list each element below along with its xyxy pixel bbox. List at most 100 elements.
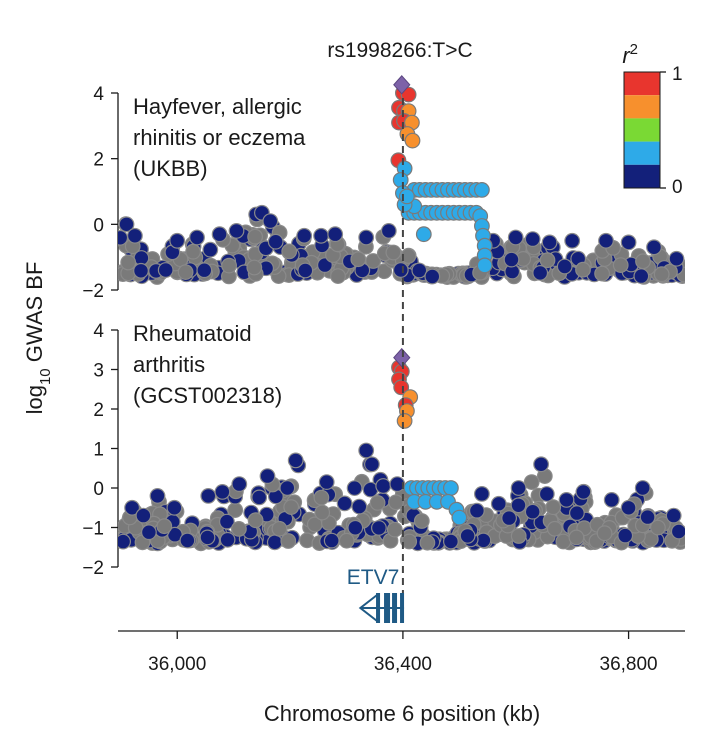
snp-point bbox=[296, 227, 313, 244]
snp-point bbox=[189, 229, 205, 246]
snp-point-high-ld bbox=[404, 132, 421, 149]
snp-point bbox=[271, 520, 288, 537]
snp-point bbox=[510, 480, 527, 496]
y-axis-label: log10 GWAS BF bbox=[22, 262, 54, 415]
colorbar-title: r2 bbox=[622, 41, 638, 68]
snp-point bbox=[336, 495, 353, 512]
snp-point bbox=[575, 261, 591, 278]
snp-point bbox=[556, 258, 573, 275]
snp-point bbox=[569, 505, 585, 521]
snp-point bbox=[149, 488, 166, 504]
snp-point bbox=[411, 262, 428, 279]
snp-point bbox=[490, 495, 507, 512]
snp-point bbox=[231, 476, 248, 493]
snp-point bbox=[118, 533, 131, 550]
snp-point bbox=[400, 248, 417, 264]
snp-point bbox=[185, 243, 202, 260]
snp-point bbox=[539, 252, 556, 269]
snp-point bbox=[555, 533, 572, 550]
snp-point bbox=[364, 456, 380, 473]
gene-exon bbox=[384, 593, 391, 623]
snp-point bbox=[524, 231, 541, 248]
snp-point bbox=[323, 532, 340, 549]
snp-point bbox=[369, 495, 386, 511]
snp-point bbox=[358, 442, 375, 459]
snp-point bbox=[169, 232, 186, 249]
snp-point bbox=[635, 253, 651, 270]
y-tick-label: −2 bbox=[82, 558, 104, 579]
snp-point bbox=[228, 222, 245, 239]
y-tick-label: 0 bbox=[93, 479, 104, 500]
snp-point bbox=[120, 254, 137, 271]
snp-point bbox=[634, 480, 651, 496]
snp-point-high-ld bbox=[392, 172, 409, 188]
chart-title: rs1998266:T>C bbox=[327, 39, 472, 62]
snp-point bbox=[124, 499, 141, 516]
snp-point bbox=[413, 513, 430, 529]
snp-point bbox=[247, 512, 264, 529]
snp-point bbox=[620, 234, 637, 251]
snp-point bbox=[267, 233, 284, 250]
snp-point bbox=[459, 528, 476, 544]
panel-title-line: Hayfever, allergic bbox=[133, 94, 302, 119]
gene-label-etv7: ETV7 bbox=[347, 566, 400, 589]
gene-track bbox=[358, 593, 405, 623]
colorbar-segment bbox=[624, 95, 660, 119]
snp-point bbox=[670, 523, 685, 540]
snp-point bbox=[177, 264, 194, 281]
snp-point bbox=[633, 268, 650, 285]
snp-point bbox=[474, 181, 490, 198]
snp-point bbox=[424, 268, 441, 285]
data-points bbox=[118, 359, 685, 552]
snp-point bbox=[510, 528, 527, 544]
r2-colorbar bbox=[623, 71, 666, 189]
x-axis-label: Chromosome 6 position (kb) bbox=[264, 701, 540, 726]
snp-point bbox=[617, 527, 634, 544]
colorbar-segment bbox=[624, 164, 660, 188]
snp-point bbox=[620, 499, 637, 516]
snp-point bbox=[179, 532, 196, 549]
snp-point bbox=[388, 494, 404, 511]
snp-point bbox=[318, 474, 335, 491]
gene-exon bbox=[392, 593, 398, 623]
snp-point bbox=[314, 504, 331, 521]
snp-point bbox=[347, 519, 364, 536]
snp-point bbox=[469, 502, 485, 519]
snp-point-high-ld bbox=[393, 379, 410, 396]
snp-point bbox=[214, 484, 231, 500]
snp-point bbox=[156, 518, 173, 535]
snp-point bbox=[612, 257, 629, 274]
panel-title-line: (UKBB) bbox=[133, 156, 208, 181]
snp-point bbox=[358, 229, 375, 246]
snp-point bbox=[280, 533, 297, 549]
snp-point bbox=[157, 262, 174, 278]
snp-point bbox=[196, 262, 213, 279]
x-tick-label: 36,800 bbox=[600, 654, 658, 675]
gene-strand-arrow bbox=[358, 593, 379, 623]
snp-point bbox=[594, 265, 610, 282]
snp-point bbox=[375, 478, 392, 494]
snp-point bbox=[118, 216, 135, 233]
colorbar-segment bbox=[624, 72, 660, 96]
y-tick-label: −1 bbox=[82, 519, 104, 540]
x-tick-label: 36,400 bbox=[374, 654, 432, 675]
snp-point bbox=[251, 489, 268, 506]
snp-point bbox=[166, 499, 183, 516]
snp-point bbox=[524, 503, 541, 520]
lead-snp-diamond bbox=[393, 75, 411, 95]
snp-point bbox=[126, 227, 143, 244]
y-tick-label: 4 bbox=[93, 84, 104, 105]
y-tick-label: 1 bbox=[93, 440, 104, 461]
snp-point bbox=[545, 499, 562, 516]
snp-point bbox=[538, 486, 555, 502]
snp-point bbox=[386, 521, 403, 538]
snp-point bbox=[313, 227, 330, 244]
snp-point bbox=[140, 524, 157, 541]
snp-point bbox=[533, 456, 549, 473]
snp-point bbox=[653, 266, 670, 283]
snp-point bbox=[501, 510, 518, 526]
snp-point bbox=[266, 534, 283, 551]
snp-point bbox=[451, 509, 468, 526]
x-axis: 36,000 36,400 36,800 bbox=[118, 630, 685, 675]
